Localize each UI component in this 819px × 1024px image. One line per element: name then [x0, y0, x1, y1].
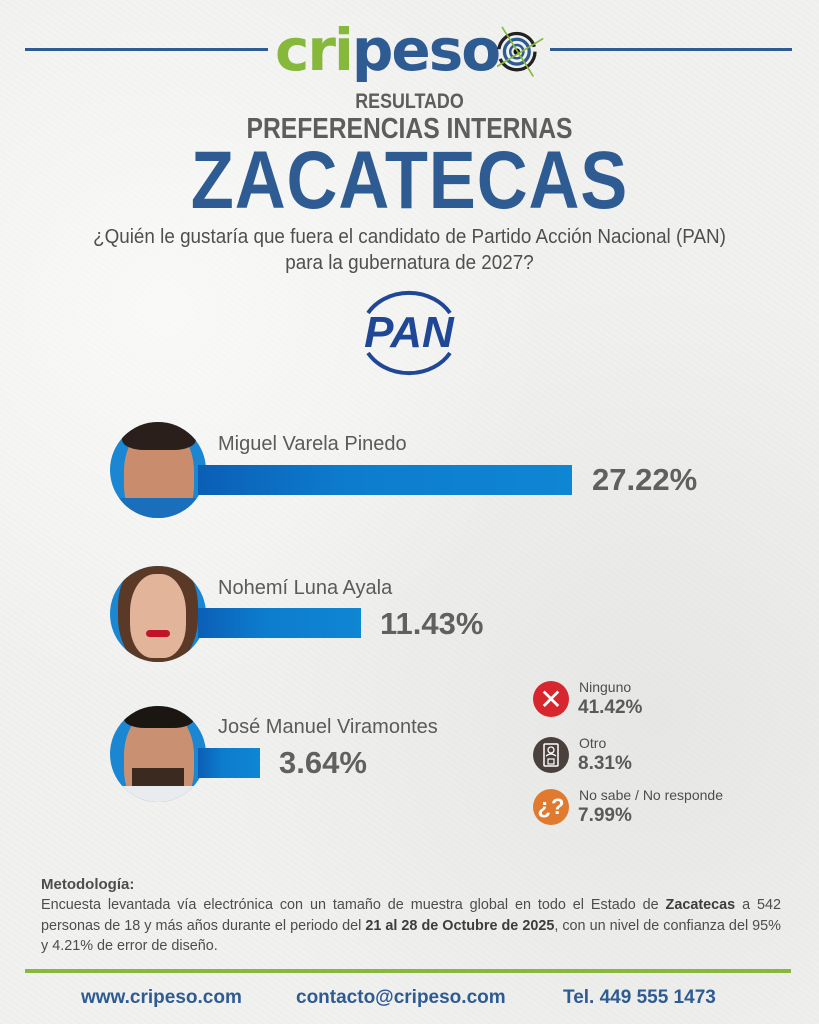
methodology-text: Encuesta levantada vía electrónica con u…	[41, 897, 781, 954]
logo-text-blue: peso	[351, 16, 501, 84]
target-icon	[497, 26, 544, 77]
other-value: 41.42%	[578, 697, 643, 718]
question-line-2: para la gubernatura de 2027?	[285, 251, 534, 274]
other-label: No sabe / No responde	[579, 787, 723, 803]
result-percentage: 11.43%	[380, 606, 484, 641]
other-value: 8.31%	[578, 753, 632, 774]
candidate-photo	[110, 706, 206, 802]
phone-number[interactable]: Tel. 449 555 1473	[563, 987, 716, 1008]
other-label: Ninguno	[579, 679, 632, 695]
candidate-photo	[110, 422, 206, 518]
candidate-name: José Manuel Viramontes	[218, 716, 438, 738]
result-bar	[198, 608, 361, 638]
survey-question: ¿Quién le gustaría que fuera el candidat…	[33, 224, 786, 276]
pan-logo: PAN	[364, 290, 455, 376]
methodology-title: Metodología:	[41, 876, 135, 893]
result-label: RESULTADO	[355, 90, 464, 113]
candidate-photo	[110, 566, 206, 662]
candidate-name: Miguel Varela Pinedo	[218, 433, 407, 455]
question-line-1: ¿Quién le gustaría que fuera el candidat…	[93, 225, 726, 248]
result-bar	[198, 465, 572, 495]
footer-rule	[25, 969, 791, 973]
page-title: ZACATECAS	[190, 135, 629, 226]
logo-text-green: cri	[275, 16, 354, 84]
result-percentage: 3.64%	[279, 745, 367, 780]
header-rule-left	[25, 48, 268, 51]
website-link[interactable]: www.cripeso.com	[81, 987, 242, 1008]
other-value: 7.99%	[578, 805, 632, 826]
ballot-icon	[533, 737, 569, 773]
candidate-name: Nohemí Luna Ayala	[218, 577, 393, 599]
result-percentage: 27.22%	[592, 462, 698, 497]
result-bar	[198, 748, 260, 778]
header-rule-right	[550, 48, 792, 51]
x-icon: ✕	[533, 681, 569, 717]
cripeso-logo: cripeso	[275, 12, 545, 88]
email-link[interactable]: contacto@cripeso.com	[296, 987, 506, 1008]
other-label: Otro	[579, 735, 607, 751]
question-icon: ¿?	[533, 789, 569, 825]
svg-text:PAN: PAN	[364, 308, 455, 357]
subtitle: PREFERENCIAS INTERNAS	[246, 113, 573, 145]
